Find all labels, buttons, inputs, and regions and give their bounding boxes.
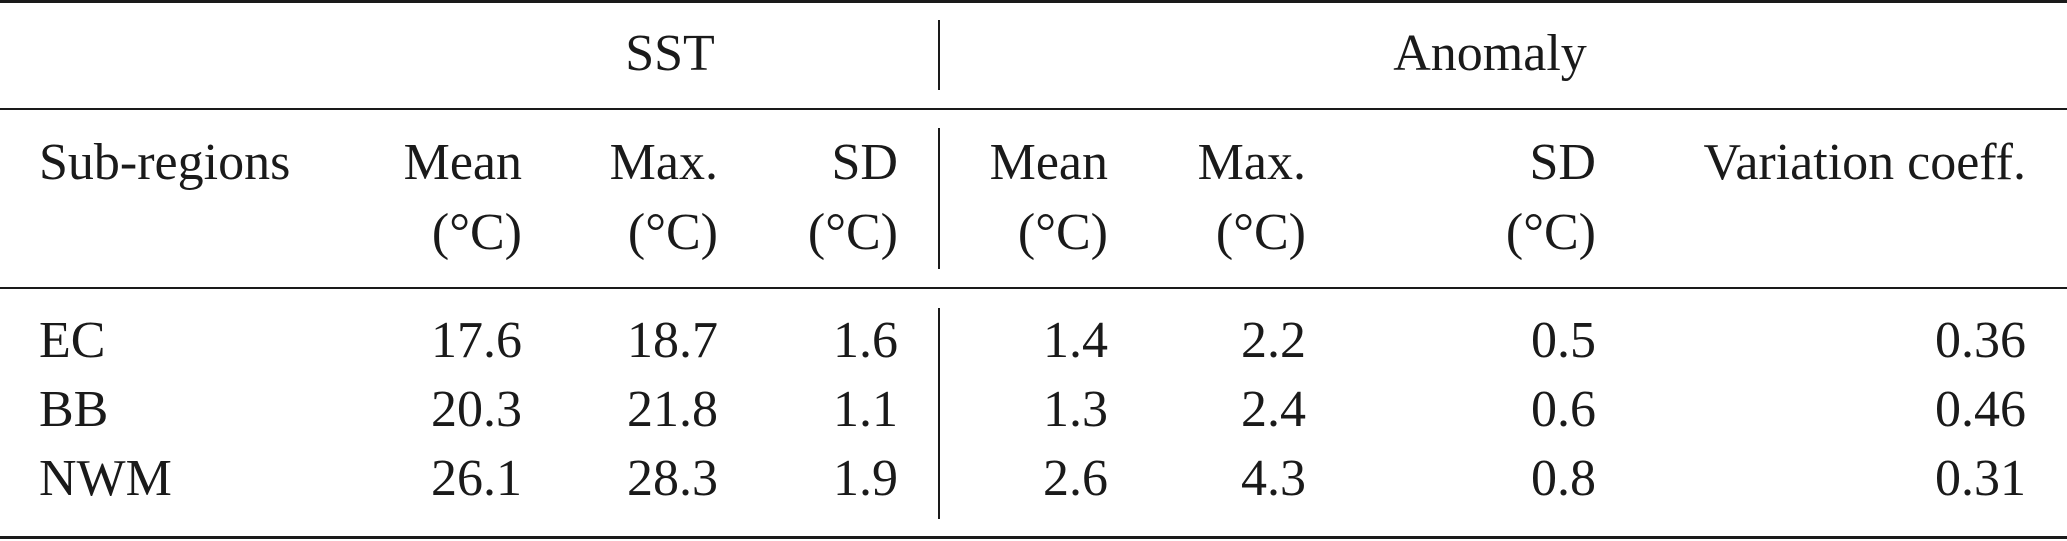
row-nwm-anom-mean: 2.6 (1043, 450, 1108, 507)
col-header-anom-mean: Mean (989, 134, 1108, 191)
row-nwm-sst-max: 28.3 (627, 450, 718, 507)
row-bb-variation: 0.46 (1935, 381, 2026, 438)
group-header-rule (0, 108, 2067, 110)
table-top-rule (0, 0, 2067, 3)
col-header-sst-max-unit: (°C) (627, 204, 718, 261)
group-header-sst: SST (625, 25, 715, 82)
body-divider (938, 308, 940, 519)
col-header-anom-max-unit: (°C) (1215, 204, 1306, 261)
row-bb-sst-max: 21.8 (627, 381, 718, 438)
row-bb-sst-mean: 20.3 (431, 381, 522, 438)
col-header-anom-mean-unit: (°C) (1017, 204, 1108, 261)
row-nwm-anom-max: 4.3 (1241, 450, 1306, 507)
row-nwm-anom-sd: 0.8 (1531, 450, 1596, 507)
row-nwm-variation: 0.31 (1935, 450, 2026, 507)
col-header-variation-coeff: Variation coeff. (1703, 134, 2026, 191)
row-bb-anom-sd: 0.6 (1531, 381, 1596, 438)
table-bottom-rule (0, 536, 2067, 539)
col-header-sst-max: Max. (609, 134, 718, 191)
row-ec-sst-mean: 17.6 (431, 312, 522, 369)
col-header-anom-max: Max. (1197, 134, 1306, 191)
col-header-sst-mean-unit: (°C) (431, 204, 522, 261)
row-ec-region: EC (39, 312, 106, 369)
row-bb-anom-max: 2.4 (1241, 381, 1306, 438)
row-nwm-sst-mean: 26.1 (431, 450, 522, 507)
row-bb-sst-sd: 1.1 (833, 381, 898, 438)
row-ec-sst-sd: 1.6 (833, 312, 898, 369)
col-header-sst-mean: Mean (403, 134, 522, 191)
col-header-anom-sd-unit: (°C) (1505, 204, 1596, 261)
row-ec-variation: 0.36 (1935, 312, 2026, 369)
group-header-anomaly: Anomaly (1393, 25, 1587, 82)
row-bb-anom-mean: 1.3 (1043, 381, 1108, 438)
row-bb-region: BB (39, 381, 109, 438)
col-header-sst-sd: SD (831, 134, 898, 191)
row-nwm-sst-sd: 1.9 (833, 450, 898, 507)
row-ec-anom-max: 2.2 (1241, 312, 1306, 369)
col-header-sub-regions: Sub-regions (39, 134, 291, 191)
header-divider (938, 128, 940, 269)
row-ec-sst-max: 18.7 (627, 312, 718, 369)
row-ec-anom-mean: 1.4 (1043, 312, 1108, 369)
row-nwm-region: NWM (39, 450, 172, 507)
group-divider (938, 20, 940, 90)
row-ec-anom-sd: 0.5 (1531, 312, 1596, 369)
col-header-sst-sd-unit: (°C) (807, 204, 898, 261)
column-header-rule (0, 287, 2067, 289)
col-header-anom-sd: SD (1529, 134, 1596, 191)
